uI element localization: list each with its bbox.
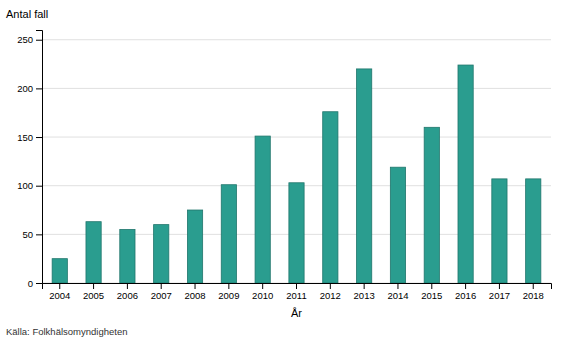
tick-label: 2004: [49, 290, 70, 301]
tick-mark: [228, 283, 229, 289]
tick: 200: [17, 83, 42, 94]
tick-label: 2006: [117, 290, 138, 301]
tick-mark: [499, 283, 500, 289]
tick-label: 250: [17, 34, 33, 45]
tick-label: 150: [17, 132, 33, 143]
tick-label: 2015: [421, 290, 442, 301]
bar: [120, 229, 135, 283]
grid: [42, 40, 551, 283]
tick-mark: [36, 40, 42, 41]
tick: 2007: [151, 283, 172, 301]
x-axis: 2004 2005 2006 2007 2008 2009 2010 2011 2012 2013…: [43, 283, 552, 301]
tick: 2012: [320, 283, 341, 301]
bar: [390, 167, 405, 283]
bar: [526, 179, 541, 283]
tick-mark: [127, 283, 128, 289]
bar: [52, 259, 67, 283]
tick: 2016: [455, 283, 476, 301]
tick-mark: [533, 283, 534, 289]
tick: 2013: [354, 283, 375, 301]
chart-container: 2004 2005 2006 2007 2008 2009 2010 2011 2012 2013…: [0, 0, 567, 341]
bar: [323, 112, 338, 283]
grid-line: [42, 39, 551, 40]
tick: 2004: [49, 283, 70, 301]
tick: 0: [28, 278, 42, 289]
y-axis: 0 50 100 150 200 250: [17, 31, 42, 289]
tick-mark: [431, 283, 432, 289]
bar: [221, 185, 236, 283]
tick-mark: [262, 283, 263, 289]
tick: 2006: [117, 283, 138, 301]
bar: [255, 136, 270, 283]
tick-mark: [161, 283, 162, 289]
tick-label: 2018: [523, 290, 544, 301]
tick: 2015: [421, 283, 442, 301]
tick-label: 2016: [455, 290, 476, 301]
tick-label: 2010: [252, 290, 273, 301]
tick-label: 2005: [83, 290, 104, 301]
bar: [154, 225, 169, 283]
bar: [458, 65, 473, 283]
tick: 2005: [83, 283, 104, 301]
bar: [289, 183, 304, 283]
tick-label: 50: [22, 229, 33, 240]
tick-mark: [195, 283, 196, 289]
tick: 100: [17, 180, 42, 191]
x-axis-label: År: [291, 307, 302, 319]
tick-label: 0: [28, 278, 33, 289]
tick-label: 100: [17, 180, 33, 191]
tick-label: 2012: [320, 290, 341, 301]
y-axis-label: Antal fall: [6, 8, 48, 20]
bar: [357, 69, 372, 283]
tick: 2014: [387, 283, 408, 301]
tick-label: 2011: [286, 290, 306, 301]
axis-line: [43, 284, 552, 290]
bar: [492, 179, 507, 283]
tick: 2010: [252, 283, 273, 301]
tick: 2008: [184, 283, 205, 301]
bar: [424, 127, 439, 283]
grid-line: [42, 137, 551, 138]
bar: [86, 222, 101, 283]
chart: 2004 2005 2006 2007 2008 2009 2010 2011 2012 2013…: [0, 0, 567, 341]
bars: [52, 65, 541, 283]
tick-label: 2008: [184, 290, 205, 301]
tick-mark: [36, 137, 42, 138]
tick-mark: [364, 283, 365, 289]
tick-mark: [59, 283, 60, 289]
plot: 2004 2005 2006 2007 2008 2009 2010 2011 2012 2013…: [17, 31, 551, 301]
tick-mark: [36, 283, 42, 284]
tick: 2017: [489, 283, 510, 301]
tick: 2018: [523, 283, 544, 301]
bar: [187, 210, 202, 283]
tick-label: 200: [17, 83, 33, 94]
tick-mark: [36, 88, 42, 89]
tick-label: 2013: [354, 290, 375, 301]
grid-line: [42, 88, 551, 89]
tick-mark: [36, 234, 42, 235]
tick-mark: [465, 283, 466, 289]
tick-mark: [93, 283, 94, 289]
tick-label: 2007: [151, 290, 172, 301]
tick-mark: [36, 186, 42, 187]
tick: 2009: [218, 283, 239, 301]
axis-line: [36, 31, 43, 284]
tick: 150: [17, 132, 42, 143]
tick-label: 2014: [387, 290, 408, 301]
tick-mark: [330, 283, 331, 289]
tick: 50: [22, 229, 42, 240]
tick: 250: [17, 34, 42, 45]
tick-mark: [397, 283, 398, 289]
tick-label: 2017: [489, 290, 510, 301]
tick: 2011: [286, 283, 306, 301]
annotation: Källa: Folkhälsomyndigheten: [6, 326, 127, 337]
tick-label: 2009: [218, 290, 239, 301]
tick-mark: [296, 283, 297, 289]
